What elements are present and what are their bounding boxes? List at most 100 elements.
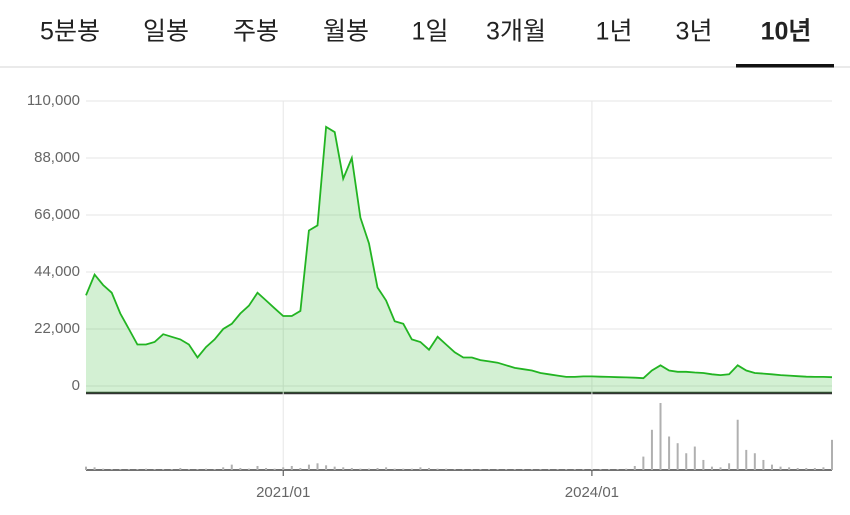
volume-bar — [282, 467, 285, 470]
volume-bar — [719, 467, 722, 470]
volume-bar — [170, 469, 173, 470]
volume-bar — [608, 469, 611, 470]
y-tick-label: 66,000 — [34, 206, 80, 223]
tab[interactable]: 일봉 — [143, 18, 189, 46]
volume-bar — [530, 469, 533, 470]
price-line — [85, 125, 833, 380]
volume-bar — [522, 469, 525, 470]
volume-bar — [265, 467, 268, 470]
volume-bar — [256, 465, 259, 470]
volume-bar — [462, 469, 465, 470]
tab[interactable]: 주봉 — [233, 18, 279, 46]
volume-bar — [831, 439, 833, 470]
tab[interactable]: 1년 — [596, 18, 633, 46]
tab[interactable]: 월봉 — [323, 18, 369, 46]
volume-bar — [762, 459, 765, 470]
volume-bar — [307, 464, 310, 470]
volume-bar — [753, 453, 756, 470]
volume-bar — [325, 465, 328, 470]
volume-bar — [127, 469, 130, 470]
volume-bar — [213, 469, 216, 470]
volume-bar — [496, 469, 499, 470]
volume-bar — [668, 436, 671, 470]
volume-bar — [393, 468, 396, 470]
volume-bar — [367, 468, 370, 470]
volume-bar — [153, 469, 156, 470]
volume-bar — [239, 467, 242, 470]
volume-bar — [316, 463, 319, 470]
y-tick-label: 44,000 — [34, 263, 80, 280]
volume-bar — [479, 469, 482, 470]
volume-bar — [350, 467, 353, 470]
volume-bar — [590, 469, 593, 470]
volume-bar — [110, 469, 113, 470]
tab[interactable]: 3개월 — [486, 18, 546, 46]
volume-bar — [85, 466, 87, 470]
volume-bar — [513, 469, 516, 470]
volume-bar — [470, 469, 473, 470]
volume-bar — [693, 446, 696, 470]
volume-bar — [93, 467, 96, 470]
volume-bar — [488, 469, 491, 470]
volume-bar — [676, 443, 679, 470]
y-tick-label: 0 — [72, 377, 80, 394]
y-tick-label: 110,000 — [27, 92, 80, 109]
volume-bar — [770, 464, 773, 470]
active-tab-underline — [736, 64, 834, 68]
volume-bar — [779, 466, 782, 470]
volume-bar — [745, 449, 748, 470]
volume-bar — [548, 469, 551, 470]
volume-bar — [102, 468, 105, 470]
volume-bar — [659, 403, 662, 470]
volume-bar — [728, 463, 731, 470]
volume-bar — [402, 468, 405, 470]
volume-bar — [813, 467, 816, 470]
tab[interactable]: 1일 — [412, 18, 449, 46]
volume-bar — [822, 467, 825, 470]
volume-bar — [162, 469, 165, 470]
volume-bar — [299, 467, 302, 470]
volume-bar — [573, 469, 576, 470]
volume-bar — [736, 419, 739, 470]
volume-bar — [599, 469, 602, 470]
volume-bar — [710, 466, 713, 470]
volume-bar — [650, 429, 653, 470]
volume-bar — [796, 467, 799, 470]
volume-bar — [196, 469, 199, 470]
tab[interactable]: 3년 — [676, 18, 713, 46]
volume-bar — [222, 467, 225, 470]
volume-bar — [788, 467, 791, 470]
volume-bar — [625, 468, 628, 470]
tab[interactable]: 10년 — [761, 18, 812, 46]
volume-bar — [445, 468, 448, 470]
x-tick-label: 2024/01 — [565, 484, 619, 501]
tab[interactable]: 5분봉 — [40, 18, 100, 46]
y-tick-label: 22,000 — [34, 320, 80, 337]
volume-bar — [136, 469, 139, 470]
y-tick-label: 88,000 — [34, 149, 80, 166]
volume-bar — [453, 469, 456, 470]
volume-bar — [187, 469, 190, 470]
volume-bar — [616, 469, 619, 470]
volume-bar — [805, 467, 808, 470]
volume-bar — [333, 466, 336, 470]
volume-bar — [419, 467, 422, 470]
volume-bar — [633, 465, 636, 470]
volume-bar — [145, 468, 148, 470]
volume-bar — [376, 467, 379, 470]
volume-bar — [582, 469, 585, 470]
volume-bar — [436, 468, 439, 470]
x-tick-label: 2021/01 — [256, 484, 310, 501]
volume-bar — [642, 456, 645, 470]
volume-bar — [685, 453, 688, 470]
volume-bar — [230, 464, 233, 470]
volume-bar — [505, 469, 508, 470]
volume-bar — [427, 467, 430, 470]
volume-bar — [273, 468, 276, 470]
volume-bar — [565, 469, 568, 470]
volume-bar — [410, 468, 413, 470]
volume-bar — [205, 468, 208, 470]
volume-bar — [290, 465, 293, 470]
volume-bar — [359, 468, 362, 470]
